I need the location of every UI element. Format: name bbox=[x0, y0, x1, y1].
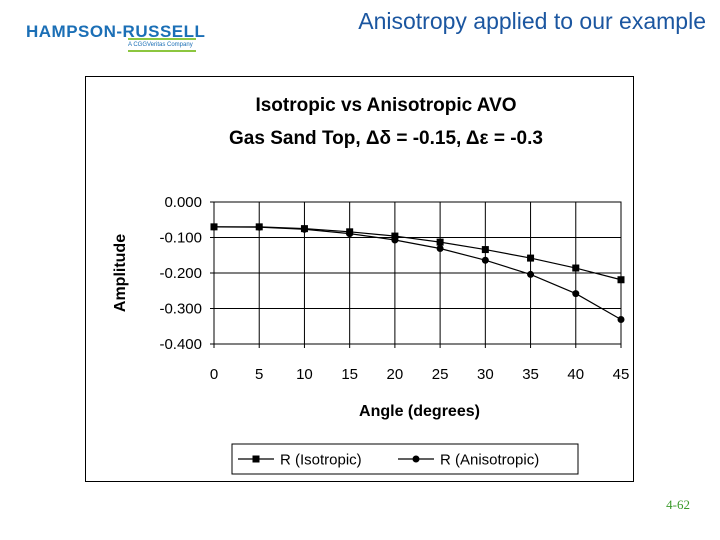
x-tick-label: 30 bbox=[477, 366, 494, 383]
data-point-isotropic bbox=[391, 232, 399, 240]
x-tick-label: 5 bbox=[255, 366, 263, 383]
company-logo: HAMPSON-RUSSELL A CGGVeritas Company bbox=[26, 22, 205, 58]
data-point-anisotropic bbox=[436, 245, 444, 253]
data-point-anisotropic bbox=[346, 230, 354, 238]
x-tick-label: 20 bbox=[387, 366, 404, 383]
data-point-isotropic bbox=[617, 276, 625, 284]
x-tick-label: 10 bbox=[296, 366, 313, 383]
chart-subtitle: Gas Sand Top, Δδ = -0.15, Δε = -0.3 bbox=[229, 128, 543, 149]
y-tick-label: -0.400 bbox=[159, 336, 202, 353]
x-tick-label: 45 bbox=[613, 366, 630, 383]
x-tick-label: 35 bbox=[522, 366, 539, 383]
chart-title: Isotropic vs Anisotropic AVO bbox=[255, 95, 516, 116]
data-point-anisotropic bbox=[300, 225, 308, 233]
data-point-anisotropic bbox=[527, 270, 535, 278]
data-point-isotropic bbox=[572, 264, 580, 272]
legend-marker-isotropic bbox=[252, 455, 260, 463]
avo-chart: Isotropic vs Anisotropic AVO Gas Sand Top… bbox=[112, 95, 630, 475]
legend-marker-anisotropic bbox=[412, 455, 420, 463]
data-point-anisotropic bbox=[572, 290, 580, 298]
data-point-anisotropic bbox=[481, 256, 489, 264]
x-axis-label: Angle (degrees) bbox=[359, 403, 480, 420]
x-tick-label: 40 bbox=[567, 366, 584, 383]
x-tick-label: 15 bbox=[341, 366, 358, 383]
legend-label-isotropic: R (Isotropic) bbox=[280, 452, 362, 469]
data-point-isotropic bbox=[436, 238, 444, 246]
y-axis-label: Amplitude bbox=[112, 234, 129, 312]
data-point-anisotropic bbox=[617, 316, 625, 324]
data-point-anisotropic bbox=[210, 223, 218, 231]
logo-text: HAMPSON-RUSSELL bbox=[26, 22, 206, 41]
x-tick-label: 25 bbox=[432, 366, 449, 383]
data-point-anisotropic bbox=[391, 236, 399, 244]
logo-subtext: A CGGVeritas Company bbox=[128, 42, 193, 48]
data-point-isotropic bbox=[481, 246, 489, 254]
logo-accent-bar-top bbox=[128, 38, 196, 40]
data-point-anisotropic bbox=[255, 223, 263, 231]
y-tick-label: -0.200 bbox=[159, 265, 202, 282]
y-tick-label: -0.100 bbox=[159, 230, 202, 247]
series-line-anisotropic bbox=[213, 226, 622, 321]
legend-label-anisotropic: R (Anisotropic) bbox=[440, 452, 539, 469]
y-tick-label: 0.000 bbox=[164, 194, 202, 211]
data-point-isotropic bbox=[527, 254, 535, 262]
page-number: 4-62 bbox=[666, 497, 690, 512]
y-tick-label: -0.300 bbox=[159, 301, 202, 318]
x-tick-label: 0 bbox=[210, 366, 218, 383]
slide-title: Anisotropy applied to our example bbox=[358, 8, 706, 34]
logo-accent-bar-bottom bbox=[128, 50, 196, 52]
chart-frame: Isotropic vs Anisotropic AVO Gas Sand Top… bbox=[85, 76, 634, 482]
